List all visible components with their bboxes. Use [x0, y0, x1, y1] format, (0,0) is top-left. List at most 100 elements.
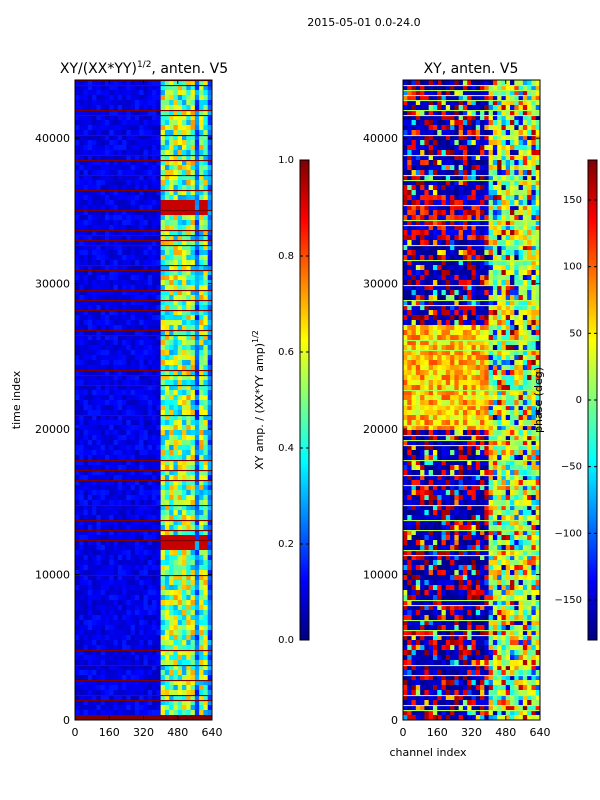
amplitude-cell	[186, 290, 191, 296]
amplitude-cell	[169, 620, 174, 626]
amplitude-cell	[104, 125, 110, 131]
amplitude-cell	[126, 670, 132, 676]
amplitude-cell	[79, 525, 84, 531]
phase-cell	[535, 125, 541, 131]
amplitude-cell	[182, 380, 187, 386]
amplitude-cell	[109, 530, 114, 536]
amplitude-cell	[104, 660, 110, 666]
phase-cell	[437, 85, 442, 91]
amplitude-cell	[203, 85, 209, 91]
amplitude-cell	[147, 550, 153, 556]
amplitude-cell	[164, 485, 170, 491]
amplitude-cell	[117, 270, 123, 276]
phase-cell	[497, 175, 502, 181]
amplitude-cell	[79, 510, 84, 516]
amplitude-cell	[109, 185, 114, 191]
amplitude-cell	[126, 400, 132, 406]
phase-cell	[527, 150, 532, 156]
amplitude-cell	[186, 670, 191, 676]
amplitude-cell	[173, 670, 179, 676]
amplitude-cell	[134, 295, 140, 301]
amplitude-flag-line	[75, 160, 212, 162]
amplitude-cell	[79, 615, 84, 621]
phase-cell	[445, 110, 451, 116]
amplitude-cell	[113, 365, 119, 371]
amplitude-cell	[164, 190, 170, 196]
amplitude-cell	[143, 390, 149, 396]
amplitude-cell	[152, 375, 157, 381]
phase-cell	[407, 135, 412, 141]
amplitude-cell	[203, 435, 209, 441]
amplitude-cell	[134, 525, 140, 531]
amplitude-cell	[182, 515, 187, 521]
amplitude-cell	[203, 220, 209, 226]
amplitude-cell	[79, 465, 84, 471]
phase-flag-line	[403, 135, 540, 137]
phase-cell	[531, 100, 537, 106]
amplitude-cell	[143, 195, 149, 201]
amplitude-cell	[147, 475, 153, 481]
amplitude-cell	[190, 530, 196, 536]
amplitude-cell	[143, 170, 149, 176]
amplitude-cell	[109, 635, 114, 641]
amplitude-cell	[147, 80, 153, 86]
amplitude-cell	[87, 680, 93, 686]
amplitude-flag-line	[75, 115, 212, 117]
phase-cell	[445, 105, 451, 111]
amplitude-cell	[75, 125, 80, 131]
amplitude-cell	[83, 700, 89, 706]
amplitude-cell	[143, 405, 149, 411]
phase-cell	[467, 115, 472, 121]
amplitude-cell	[83, 560, 89, 566]
amplitude-cell	[100, 335, 106, 341]
amplitude-flag-line	[75, 335, 212, 337]
phase-cell	[411, 110, 417, 116]
amplitude-cell	[117, 380, 123, 386]
amplitude-cell	[75, 105, 80, 111]
amplitude-cell	[75, 605, 80, 611]
amplitude-cell	[190, 100, 196, 106]
phase-cell	[445, 130, 451, 136]
amplitude-cell	[79, 235, 84, 241]
amplitude-cell	[117, 290, 123, 296]
phase-cell	[424, 90, 430, 96]
amplitude-cell	[164, 695, 170, 701]
amplitude-cell	[117, 530, 123, 536]
amplitude-cell	[122, 165, 127, 171]
phase-cell	[424, 160, 430, 166]
amplitude-cell	[190, 495, 196, 501]
amplitude-cell	[96, 385, 102, 391]
amplitude-cell	[92, 595, 97, 601]
amplitude-cell	[169, 385, 174, 391]
amplitude-cell	[169, 325, 174, 331]
amplitude-cell	[173, 645, 179, 651]
amplitude-cell	[75, 570, 80, 576]
amplitude-cell	[207, 130, 213, 136]
amplitude-cell	[130, 220, 136, 226]
amplitude-cell	[96, 465, 102, 471]
amplitude-cell	[177, 230, 183, 236]
amplitude-cell	[160, 270, 166, 276]
amplitude-cell	[203, 465, 209, 471]
amplitude-cell	[177, 295, 183, 301]
amplitude-cell	[87, 685, 93, 691]
amplitude-cell	[104, 145, 110, 151]
amplitude-cell	[139, 460, 144, 466]
amplitude-cell	[160, 110, 166, 116]
amplitude-cell	[139, 235, 144, 241]
amplitude-cell	[100, 385, 106, 391]
amplitude-cell	[147, 85, 153, 91]
amplitude-cell	[143, 145, 149, 151]
amplitude-cell	[122, 615, 127, 621]
amplitude-cell	[117, 150, 123, 156]
amplitude-cell	[164, 225, 170, 231]
phase-cell	[531, 140, 537, 146]
amplitude-cell	[152, 535, 157, 541]
phase-cell	[403, 80, 408, 86]
amplitude-cell	[203, 385, 209, 391]
amplitude-cell	[122, 505, 127, 511]
amplitude-cell	[134, 580, 140, 586]
phase-cell	[505, 95, 511, 101]
amplitude-cell	[100, 645, 106, 651]
amplitude-cell	[126, 695, 132, 701]
